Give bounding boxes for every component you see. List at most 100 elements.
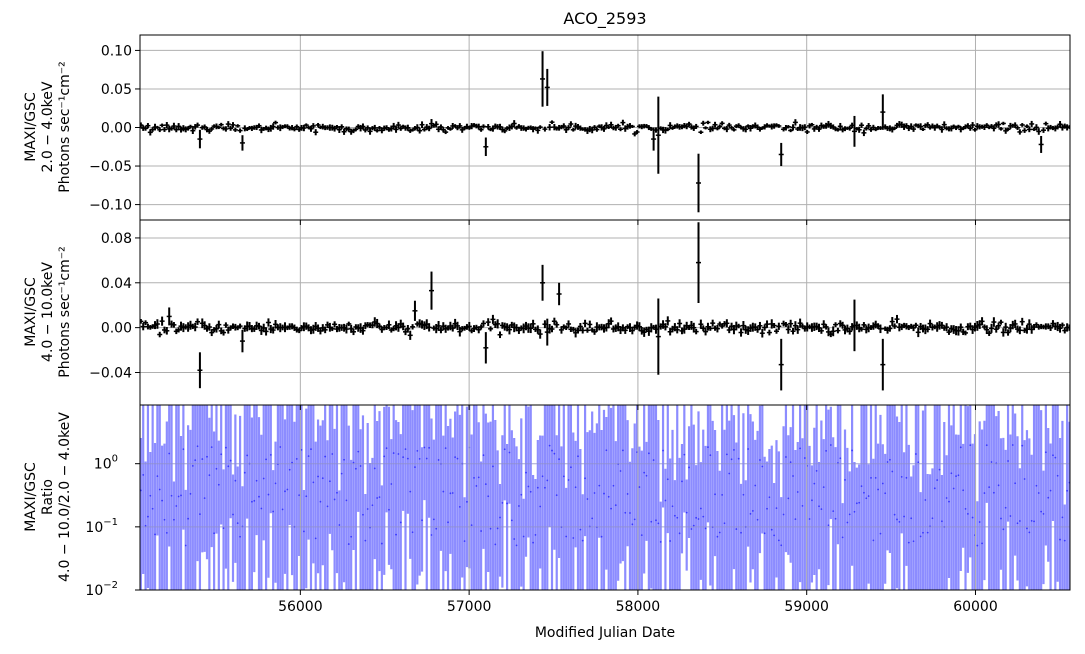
- ratio-point: [480, 530, 483, 532]
- grid-soft-band: [140, 35, 1070, 220]
- ratio-point: [1040, 510, 1043, 513]
- ratio-point: [1049, 489, 1052, 492]
- ratio-point: [1014, 482, 1017, 485]
- ratio-point: [624, 511, 627, 514]
- y-ticks-soft-band: −0.10 −0.05 0.00 0.05 0.10: [89, 43, 140, 214]
- ratio-point: [203, 497, 206, 500]
- y-label-line: MAXI/GSC: [23, 277, 39, 347]
- ratio-point: [863, 491, 865, 494]
- ratio-point: [281, 508, 284, 511]
- ratio-point: [454, 456, 457, 459]
- ratio-point: [1035, 484, 1038, 487]
- ratio-point: [298, 494, 301, 497]
- ratio-point: [302, 530, 305, 533]
- ratio-point: [645, 474, 648, 477]
- ratio-point: [718, 531, 721, 534]
- y-label-line: MAXI/GSC: [23, 92, 39, 162]
- ratio-point: [789, 461, 792, 464]
- ratio-point: [997, 484, 1000, 487]
- ratio-point: [647, 452, 650, 455]
- ratio-point: [206, 455, 208, 458]
- ratio-point: [551, 449, 553, 452]
- ratio-point: [501, 501, 504, 504]
- ratio-point: [208, 474, 211, 477]
- ratio-point: [650, 520, 653, 523]
- ratio-point: [749, 512, 752, 515]
- ratio-point: [985, 444, 988, 447]
- ratio-point: [165, 531, 168, 534]
- ratio-point: [414, 466, 416, 469]
- ratio-point: [886, 461, 889, 463]
- ratio-point: [1000, 517, 1002, 520]
- ratio-point: [291, 461, 293, 464]
- y-label-ratio: MAXI/GSC Ratio 4.0 − 10.0/2.0 − 4.0keV: [23, 412, 73, 582]
- ratio-point: [919, 535, 922, 538]
- ratio-point: [1066, 489, 1069, 492]
- ratio-point: [598, 484, 601, 487]
- x-tick-label: 57000: [447, 599, 492, 615]
- ratio-point: [605, 449, 608, 452]
- ratio-point: [366, 508, 369, 510]
- ratio-point: [796, 491, 799, 493]
- ratio-point: [227, 465, 230, 468]
- ratio-point: [383, 455, 386, 458]
- ratio-point: [510, 519, 513, 522]
- ratio-point: [1044, 451, 1047, 454]
- ratio-point: [442, 490, 445, 493]
- ratio-point: [1033, 520, 1035, 523]
- ratio-point: [213, 532, 215, 535]
- ratio-point: [896, 518, 898, 521]
- ratio-point: [570, 466, 572, 469]
- ratio-point: [243, 471, 246, 474]
- ratio-point: [1047, 496, 1050, 499]
- ratio-point: [373, 467, 376, 470]
- y-tick-exponent: −2: [103, 580, 118, 591]
- x-axis-label: Modified Julian Date: [535, 625, 675, 641]
- ratio-point: [643, 471, 646, 474]
- ratio-point: [390, 483, 393, 485]
- ratio-point: [380, 542, 383, 545]
- ratio-point: [416, 449, 419, 452]
- ratio-point: [893, 513, 896, 516]
- ratio-point: [437, 459, 440, 461]
- ratio-point: [328, 480, 331, 483]
- ratio-point: [898, 520, 901, 523]
- ratio-point: [690, 528, 693, 530]
- ratio-point: [170, 494, 173, 497]
- ratio-point: [633, 518, 636, 521]
- ratio-point: [444, 447, 447, 450]
- ratio-point: [527, 485, 530, 488]
- ratio-point: [740, 531, 742, 534]
- ratio-point: [154, 533, 156, 536]
- ratio-point: [458, 505, 461, 508]
- ratio-point: [147, 515, 149, 518]
- ratio-point: [161, 499, 164, 502]
- ratio-point: [1021, 444, 1024, 447]
- errorbars-hard-band: [140, 222, 1070, 391]
- ratio-point: [345, 499, 348, 502]
- ratio-point: [199, 513, 201, 516]
- x-tick-label: 60000: [953, 599, 998, 615]
- ratio-point: [180, 494, 182, 497]
- y-tick-base: 10: [94, 457, 112, 473]
- ratio-point: [529, 490, 532, 493]
- ratio-point: [978, 521, 981, 523]
- y-label-line: Ratio: [40, 479, 56, 515]
- ratio-point: [754, 484, 757, 487]
- ratio-point: [858, 501, 861, 504]
- ratio-point: [492, 465, 494, 468]
- x-tick-label: 59000: [784, 599, 829, 615]
- ratio-point: [884, 492, 887, 495]
- ratio-point: [253, 499, 256, 502]
- ratio-point: [555, 494, 558, 497]
- ratio-point: [747, 448, 750, 450]
- ratio-point: [952, 487, 955, 490]
- ratio-point: [782, 513, 785, 516]
- ratio-point: [818, 505, 820, 508]
- y-tick-label: 10−1: [85, 517, 118, 536]
- ratio-point: [626, 493, 629, 495]
- y-tick-base: 10: [85, 520, 103, 536]
- ratio-point: [799, 447, 802, 450]
- ratio-point: [402, 456, 405, 459]
- ratio-point: [603, 492, 605, 495]
